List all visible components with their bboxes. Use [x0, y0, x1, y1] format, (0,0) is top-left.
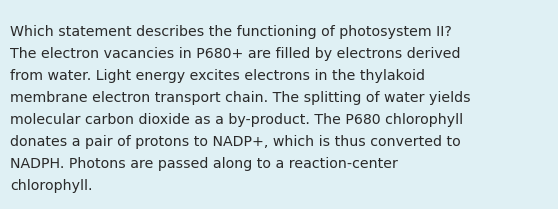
Text: donates a pair of protons to NADP+, which is thus converted to: donates a pair of protons to NADP+, whic…	[10, 135, 461, 149]
Text: membrane electron transport chain. The splitting of water yields: membrane electron transport chain. The s…	[10, 91, 470, 105]
Text: Which statement describes the functioning of photosystem II?: Which statement describes the functionin…	[10, 25, 452, 39]
Text: from water. Light energy excites electrons in the thylakoid: from water. Light energy excites electro…	[10, 69, 425, 83]
Text: NADPH. Photons are passed along to a reaction-center: NADPH. Photons are passed along to a rea…	[10, 157, 398, 171]
Text: The electron vacancies in P680+ are filled by electrons derived: The electron vacancies in P680+ are fill…	[10, 47, 460, 61]
Text: chlorophyll.: chlorophyll.	[10, 179, 93, 193]
Text: molecular carbon dioxide as a by-product. The P680 chlorophyll: molecular carbon dioxide as a by-product…	[10, 113, 463, 127]
